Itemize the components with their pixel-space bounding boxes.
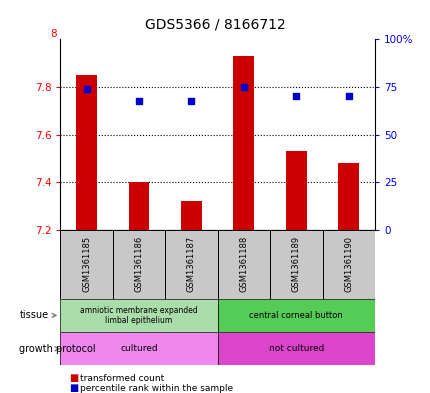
Bar <box>76 75 97 230</box>
Text: not cultured: not cultured <box>268 344 323 353</box>
Bar <box>322 230 374 299</box>
Text: GSM1361186: GSM1361186 <box>134 236 143 292</box>
Bar <box>217 332 374 365</box>
Text: transformed count: transformed count <box>80 374 163 382</box>
Text: GSM1361189: GSM1361189 <box>291 236 300 292</box>
Bar <box>60 299 217 332</box>
Bar <box>285 151 306 230</box>
Text: GSM1361188: GSM1361188 <box>239 236 248 292</box>
Point <box>83 86 90 92</box>
Point <box>187 98 194 105</box>
Text: GSM1361190: GSM1361190 <box>344 236 353 292</box>
Text: growth protocol: growth protocol <box>19 344 96 354</box>
Text: ■: ■ <box>69 383 78 393</box>
Point <box>292 94 299 100</box>
Bar <box>270 230 322 299</box>
Text: 8: 8 <box>50 29 57 39</box>
Text: GSM1361187: GSM1361187 <box>187 236 196 292</box>
Text: GSM1361185: GSM1361185 <box>82 236 91 292</box>
Text: ■: ■ <box>69 373 78 383</box>
Point <box>240 84 247 90</box>
Bar <box>60 332 217 365</box>
Text: cultured: cultured <box>120 344 157 353</box>
Text: central corneal button: central corneal button <box>249 311 342 320</box>
Bar <box>217 230 270 299</box>
Bar <box>165 230 217 299</box>
Point <box>135 98 142 105</box>
Bar <box>233 56 254 230</box>
Text: tissue: tissue <box>19 310 56 320</box>
Bar <box>113 230 165 299</box>
Bar <box>338 163 359 230</box>
Point <box>344 94 351 100</box>
Bar <box>60 230 113 299</box>
Bar <box>217 299 374 332</box>
Text: amniotic membrane expanded
limbal epithelium: amniotic membrane expanded limbal epithe… <box>80 306 197 325</box>
Bar <box>128 182 149 230</box>
Text: percentile rank within the sample: percentile rank within the sample <box>80 384 232 393</box>
Text: GDS5366 / 8166712: GDS5366 / 8166712 <box>145 18 285 32</box>
Bar <box>181 201 202 230</box>
